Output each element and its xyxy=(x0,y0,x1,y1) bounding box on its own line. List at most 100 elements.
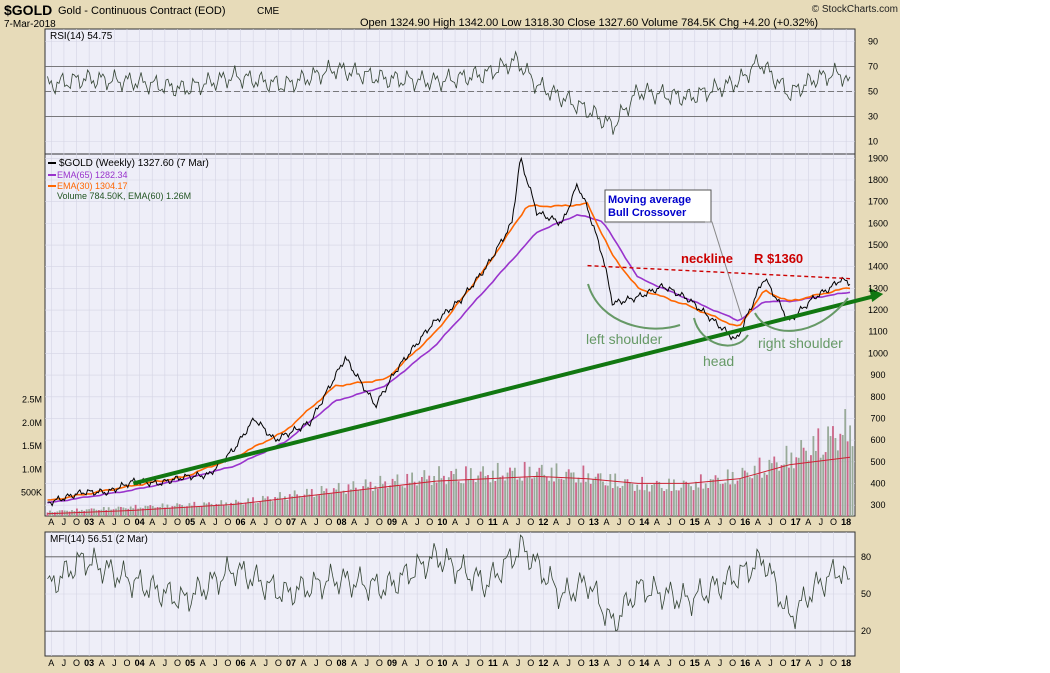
volume-bar xyxy=(531,478,533,516)
volume-bar xyxy=(572,472,575,516)
volume-bar xyxy=(795,457,798,516)
volume-bar xyxy=(452,474,455,516)
x-tick-label: A xyxy=(48,658,54,668)
header-symbol: $GOLD xyxy=(4,2,52,18)
x-tick-label: J xyxy=(718,517,723,527)
grid-lines xyxy=(45,29,855,656)
volume-bar xyxy=(242,504,245,516)
volume-bar xyxy=(328,493,330,516)
volume-bar xyxy=(570,472,573,516)
volume-bar xyxy=(146,506,149,516)
volume-tick-label: 1.0M xyxy=(22,464,42,474)
volume-bar xyxy=(714,475,717,516)
volume-bar xyxy=(205,503,208,516)
rsi-tick-label: 70 xyxy=(868,62,878,72)
volume-bar xyxy=(247,498,250,516)
x-tick-label: J xyxy=(566,517,571,527)
volume-bar xyxy=(445,484,448,516)
volume-bar xyxy=(345,493,347,516)
x-tick-label: O xyxy=(73,517,80,527)
volume-bar xyxy=(677,490,680,516)
volume-bar xyxy=(690,486,692,516)
price-tick-label: 700 xyxy=(870,413,885,423)
volume-bar xyxy=(416,485,418,516)
volume-bar xyxy=(599,473,602,516)
x-tick-label: 10 xyxy=(437,517,447,527)
volume-bar xyxy=(560,478,563,516)
x-tick-label: O xyxy=(426,658,433,668)
mfi-title: MFI(14) 56.51 (2 Mar) xyxy=(50,534,148,545)
volume-bar xyxy=(797,457,800,516)
volume-bar xyxy=(643,490,646,516)
volume-bar xyxy=(611,488,614,516)
x-tick-label: A xyxy=(149,517,155,527)
volume-bar xyxy=(675,490,678,516)
volume-bar xyxy=(357,490,360,516)
x-tick-label: A xyxy=(48,517,54,527)
x-tick-label: 04 xyxy=(135,658,145,668)
volume-bar xyxy=(609,474,612,516)
legend-volume: Volume 784.50K, EMA(60) 1.26M xyxy=(57,191,191,201)
volume-bar xyxy=(305,488,308,516)
volume-bar xyxy=(208,502,210,516)
x-tick-label: J xyxy=(264,517,269,527)
x-tick-label: O xyxy=(830,517,837,527)
volume-bar xyxy=(435,482,438,516)
volume-bar xyxy=(455,468,458,516)
volume-bar xyxy=(433,476,436,516)
neckline-line xyxy=(587,264,850,280)
volume-bar xyxy=(477,475,480,516)
crossover-callout-box xyxy=(604,189,712,223)
volume-bar xyxy=(347,484,350,516)
price-tick-label: 800 xyxy=(870,392,885,402)
volume-bar xyxy=(513,467,516,516)
x-tick-label: 11 xyxy=(488,517,498,527)
volume-bar xyxy=(673,479,675,516)
rsi-line xyxy=(47,50,851,135)
x-tick-label: A xyxy=(603,517,609,527)
right-shoulder-label: right shoulder xyxy=(758,335,843,351)
volume-bar xyxy=(413,481,416,516)
volume-bar xyxy=(124,508,127,516)
x-tick-label: 15 xyxy=(690,658,700,668)
volume-bar xyxy=(709,479,712,516)
header-ohlc: Open 1324.90 High 1342.00 Low 1318.30 Cl… xyxy=(360,17,818,29)
x-tick-label: O xyxy=(477,658,484,668)
volume-bar xyxy=(594,476,597,516)
x-tick-label: A xyxy=(402,658,408,668)
volume-bar xyxy=(249,501,252,516)
left-shoulder-label: left shoulder xyxy=(586,331,663,347)
volume-bar xyxy=(462,483,465,516)
volume-bar xyxy=(168,507,171,516)
volume-bar xyxy=(320,485,323,516)
volume-bar xyxy=(173,505,176,516)
x-tick-label: A xyxy=(805,517,811,527)
volume-bar xyxy=(721,483,724,516)
price-tick-label: 500 xyxy=(870,457,885,467)
x-tick-label: O xyxy=(729,517,736,527)
volume-bar xyxy=(460,483,462,516)
volume-bar xyxy=(430,484,433,516)
volume-bar xyxy=(183,506,186,516)
rsi-tick-label: 50 xyxy=(868,87,878,97)
volume-bar xyxy=(472,479,475,516)
volume-bar xyxy=(381,484,384,516)
volume-bar xyxy=(193,501,196,516)
volume-bar xyxy=(817,428,820,516)
trendline-arrowhead xyxy=(869,287,884,302)
x-tick-label: O xyxy=(780,517,787,527)
volume-bar xyxy=(778,470,781,516)
x-tick-label: J xyxy=(516,517,521,527)
volume-bar xyxy=(325,488,328,516)
volume-bar xyxy=(279,492,281,516)
volume-bar xyxy=(225,502,228,516)
volume-bar xyxy=(780,465,783,516)
volume-bar xyxy=(298,495,301,516)
volume-bar xyxy=(743,470,746,516)
volume-bar xyxy=(274,497,276,516)
mfi-layer xyxy=(45,534,855,632)
price-tick-label: 1200 xyxy=(868,305,888,315)
x-tick-label: O xyxy=(224,658,231,668)
x-tick-label: A xyxy=(301,517,307,527)
x-tick-label: J xyxy=(465,658,470,668)
